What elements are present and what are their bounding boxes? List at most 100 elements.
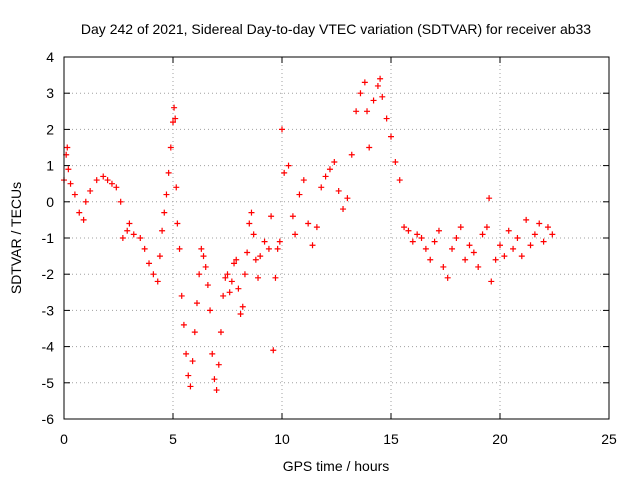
data-point <box>100 173 107 180</box>
data-point <box>536 220 543 227</box>
data-point <box>531 231 538 238</box>
data-point <box>300 177 307 184</box>
data-point <box>137 235 144 241</box>
data-point <box>82 198 89 205</box>
x-tick-label: 15 <box>383 431 399 447</box>
data-point <box>466 242 473 249</box>
data-point <box>457 224 464 231</box>
data-point <box>549 231 556 238</box>
data-point <box>401 224 408 231</box>
data-point <box>418 235 425 241</box>
data-point <box>173 184 180 191</box>
data-point <box>193 300 200 307</box>
data-point <box>159 227 166 234</box>
data-point <box>87 187 94 194</box>
data-point <box>431 238 438 245</box>
data-point <box>285 162 292 169</box>
data-point <box>272 274 279 281</box>
data-point <box>388 133 394 140</box>
data-point <box>348 151 355 158</box>
data-point <box>292 231 299 238</box>
data-point <box>211 376 218 383</box>
data-point <box>265 245 272 252</box>
data-point <box>364 108 371 115</box>
data-point <box>180 321 187 328</box>
data-point <box>523 216 530 223</box>
data-point <box>261 238 268 245</box>
data-point <box>226 289 233 296</box>
data-point <box>279 126 285 133</box>
data-point <box>488 278 495 285</box>
data-point <box>453 235 460 241</box>
data-point <box>248 209 255 216</box>
data-point <box>479 231 486 238</box>
data-point <box>209 350 216 357</box>
data-point <box>207 307 214 314</box>
data-point <box>514 235 521 241</box>
grid-lines <box>64 57 609 419</box>
data-point <box>241 271 248 278</box>
data-point <box>492 256 499 263</box>
data-point <box>505 227 512 234</box>
x-axis-ticks: 0 5 10 15 20 25 <box>60 57 617 447</box>
data-point <box>331 158 338 165</box>
y-tick-label: 4 <box>46 49 54 65</box>
data-point <box>124 227 131 234</box>
data-point <box>252 256 259 263</box>
y-tick-label: 3 <box>46 85 54 101</box>
data-point <box>379 93 386 100</box>
data-point <box>204 282 211 289</box>
data-point <box>470 249 477 256</box>
data-point <box>198 245 205 252</box>
data-point <box>544 224 551 231</box>
data-point <box>187 383 194 390</box>
data-point <box>305 220 312 227</box>
data-point <box>276 238 283 245</box>
data-point <box>309 242 316 249</box>
data-point <box>383 115 390 122</box>
data-point <box>108 180 115 187</box>
data-point <box>239 303 246 310</box>
data-point <box>174 220 181 227</box>
data-point <box>255 274 262 281</box>
data-point <box>126 220 133 227</box>
data-point <box>422 245 429 252</box>
data-point <box>130 231 137 238</box>
data-point <box>117 198 124 205</box>
data-point <box>353 108 360 115</box>
y-tick-label: 1 <box>46 158 54 174</box>
data-point <box>409 238 416 245</box>
data-point <box>113 184 120 191</box>
data-point <box>444 274 451 281</box>
data-point <box>178 292 185 299</box>
data-point <box>392 158 399 165</box>
data-point <box>370 97 377 104</box>
x-tick-label: 10 <box>274 431 290 447</box>
data-point <box>414 231 421 238</box>
data-point <box>67 180 74 187</box>
data-point <box>475 263 482 270</box>
data-point <box>270 347 277 354</box>
data-point <box>76 209 83 216</box>
data-point <box>483 224 490 231</box>
data-point <box>396 177 403 184</box>
data-point <box>80 216 87 223</box>
data-point <box>274 245 281 252</box>
data-point <box>165 169 172 176</box>
data-point <box>361 79 368 86</box>
data-point <box>527 242 534 249</box>
y-tick-label: 2 <box>46 121 54 137</box>
data-point <box>217 329 224 336</box>
x-tick-label: 25 <box>601 431 617 447</box>
data-point <box>64 144 71 151</box>
data-point <box>322 173 329 180</box>
data-point <box>189 358 196 365</box>
data-point <box>246 220 253 227</box>
data-point <box>161 209 168 216</box>
data-point <box>202 263 209 270</box>
data-point <box>222 274 229 281</box>
data-point <box>141 245 148 252</box>
data-point <box>540 238 547 245</box>
data-point <box>65 166 72 173</box>
data-point <box>220 292 227 299</box>
